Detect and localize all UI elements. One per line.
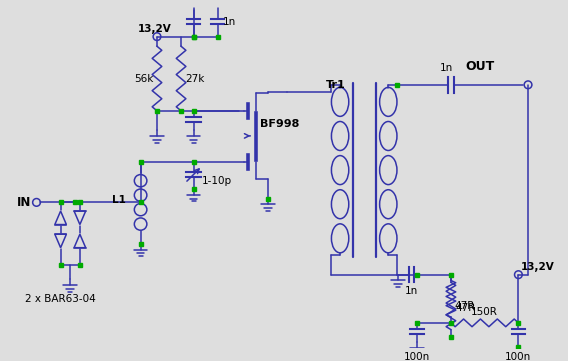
Text: 2 x BAR63-04: 2 x BAR63-04 [25, 294, 95, 304]
Text: 13,2V: 13,2V [138, 24, 172, 34]
Text: IN: IN [17, 196, 32, 209]
Text: 100n: 100n [506, 352, 532, 361]
Text: 1n: 1n [440, 63, 453, 73]
Text: 1n: 1n [405, 286, 418, 296]
Text: 150R: 150R [471, 307, 498, 317]
Text: 13,2V: 13,2V [521, 262, 555, 272]
Text: 100n: 100n [404, 352, 431, 361]
Text: L1: L1 [112, 195, 126, 205]
Text: 56k: 56k [134, 74, 153, 83]
Text: BF998: BF998 [260, 118, 299, 129]
Text: 27k: 27k [185, 74, 204, 83]
Text: 1-10p: 1-10p [201, 176, 231, 186]
Text: Tr1: Tr1 [325, 80, 345, 90]
Text: 47R: 47R [456, 303, 476, 313]
Text: OUT: OUT [465, 60, 495, 73]
Text: 1n: 1n [223, 17, 236, 27]
Text: 47R: 47R [454, 301, 475, 311]
